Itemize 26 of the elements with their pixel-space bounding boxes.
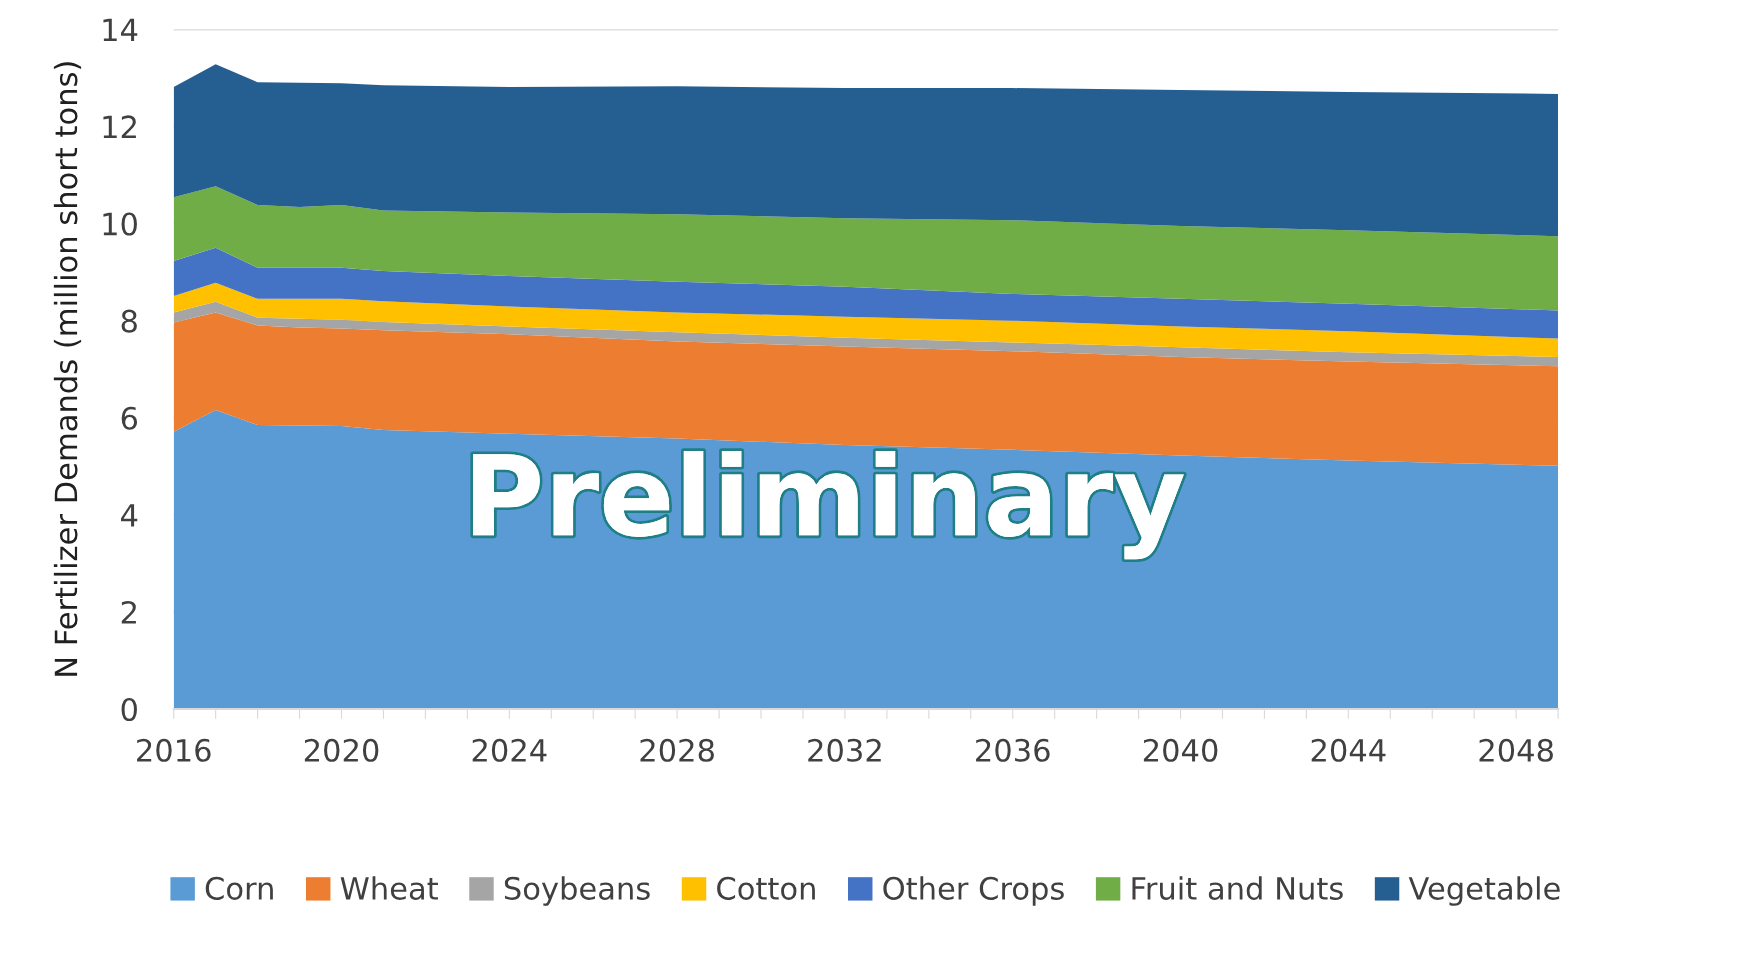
- legend-label: Wheat: [340, 876, 438, 900]
- x-tick-label: 2044: [1311, 738, 1386, 762]
- y-tick-label: 0: [121, 697, 137, 722]
- y-tick-label: 10: [103, 212, 137, 236]
- x-tick-label: 2036: [976, 738, 1050, 762]
- legend-label: Fruit and Nuts: [1132, 876, 1343, 900]
- y-axis-title: N Fertilizer Demands (million short tons): [53, 62, 82, 676]
- y-tick-label: 8: [121, 309, 137, 333]
- x-tick-label: 2048: [1479, 738, 1553, 762]
- y-tick-label: 2: [121, 600, 136, 624]
- y-tick-label: 14: [103, 18, 138, 41]
- x-tick-label: 2040: [1143, 738, 1218, 762]
- x-tick-label: 2032: [808, 738, 881, 762]
- y-tick-label: 6: [121, 406, 138, 430]
- x-tick-label: 2028: [640, 738, 714, 762]
- y-tick-label: 12: [103, 115, 136, 139]
- legend-label: Corn: [205, 876, 273, 900]
- legend-label: Cotton: [717, 876, 815, 900]
- legend-label: Other Crops: [883, 876, 1064, 906]
- y-tick-label: 4: [121, 504, 138, 527]
- x-tick-label: 2024: [472, 738, 547, 762]
- annotation: Preliminary: [473, 450, 1184, 560]
- x-tick-label: 2020: [304, 738, 379, 762]
- legend-label: Soybeans: [504, 876, 650, 906]
- legend-label: Vegetable: [1408, 876, 1560, 906]
- x-tick-label: 2016: [137, 738, 211, 762]
